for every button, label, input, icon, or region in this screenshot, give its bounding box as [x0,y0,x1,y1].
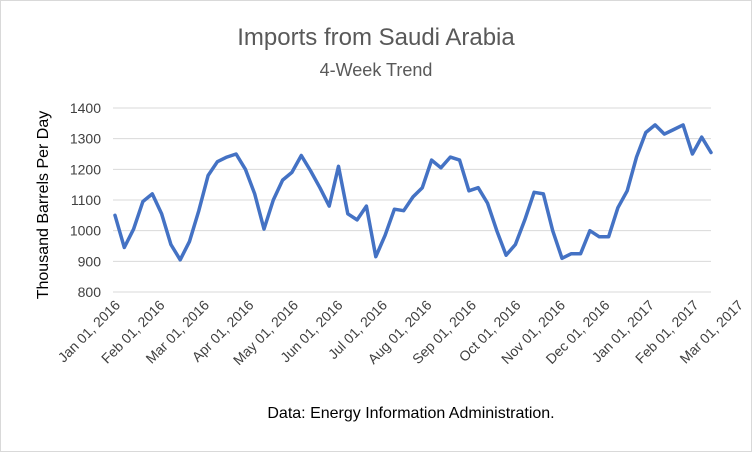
y-tick-label: 1200 [70,161,101,177]
y-tick-label: 1000 [70,223,101,239]
series-group [113,123,713,262]
y-axis-label: Thousand Barrels Per Day [35,111,52,300]
y-tick-label: 800 [78,284,102,300]
y-tick-labels: 800 900 1000 1100 1200 1300 1400 [70,100,101,300]
y-tick-label: 1300 [70,131,101,147]
y-tick-label: 900 [78,253,102,269]
chart-title: Imports from Saudi Arabia [237,24,515,51]
chart-subtitle: 4-Week Trend [320,60,433,80]
chart-footer: Data: Energy Information Administration. [267,405,554,422]
y-tick-label: 1400 [70,100,101,116]
y-tick-label: 1100 [71,192,101,208]
series-line [113,123,713,262]
